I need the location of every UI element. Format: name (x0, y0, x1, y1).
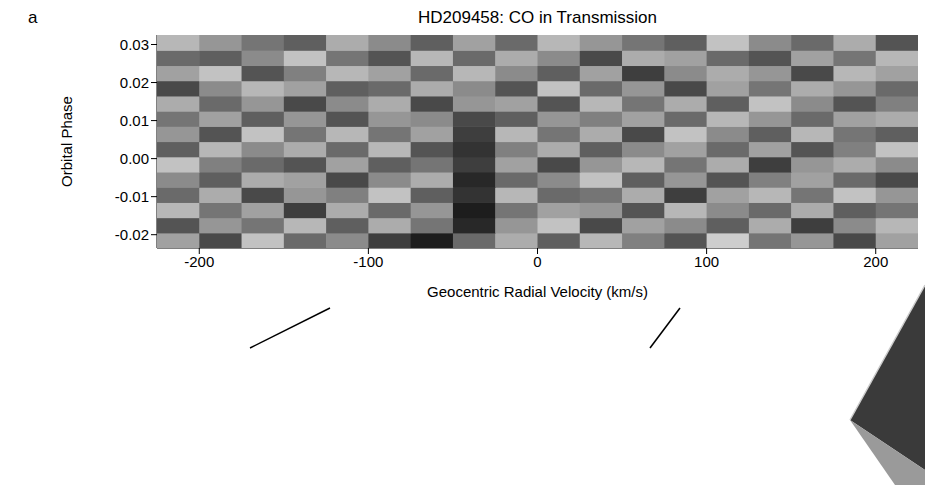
svg-text:-200: -200 (184, 253, 214, 270)
html-text:HD209458: CO in Transmission: HD209458: CO in Transmission (418, 8, 657, 27)
svg-text:200: 200 (863, 253, 888, 270)
svg-text:0.02: 0.02 (120, 74, 149, 91)
svg-text:Geocentric Radial Velocity (km: Geocentric Radial Velocity (km/s) (427, 283, 648, 300)
svg-text:0: 0 (533, 253, 541, 270)
svg-text:100: 100 (694, 253, 719, 270)
svg-text:-0.02: -0.02 (115, 226, 149, 243)
svg-text:-0.01: -0.01 (115, 188, 149, 205)
svg-text:-100: -100 (353, 253, 383, 270)
svg-text:0.01: 0.01 (120, 112, 149, 129)
svg-text:0.03: 0.03 (120, 36, 149, 53)
svg-text:Orbital Phase: Orbital Phase (58, 96, 75, 187)
svg-text:0.00: 0.00 (120, 150, 149, 167)
html-text:a: a (28, 8, 38, 27)
